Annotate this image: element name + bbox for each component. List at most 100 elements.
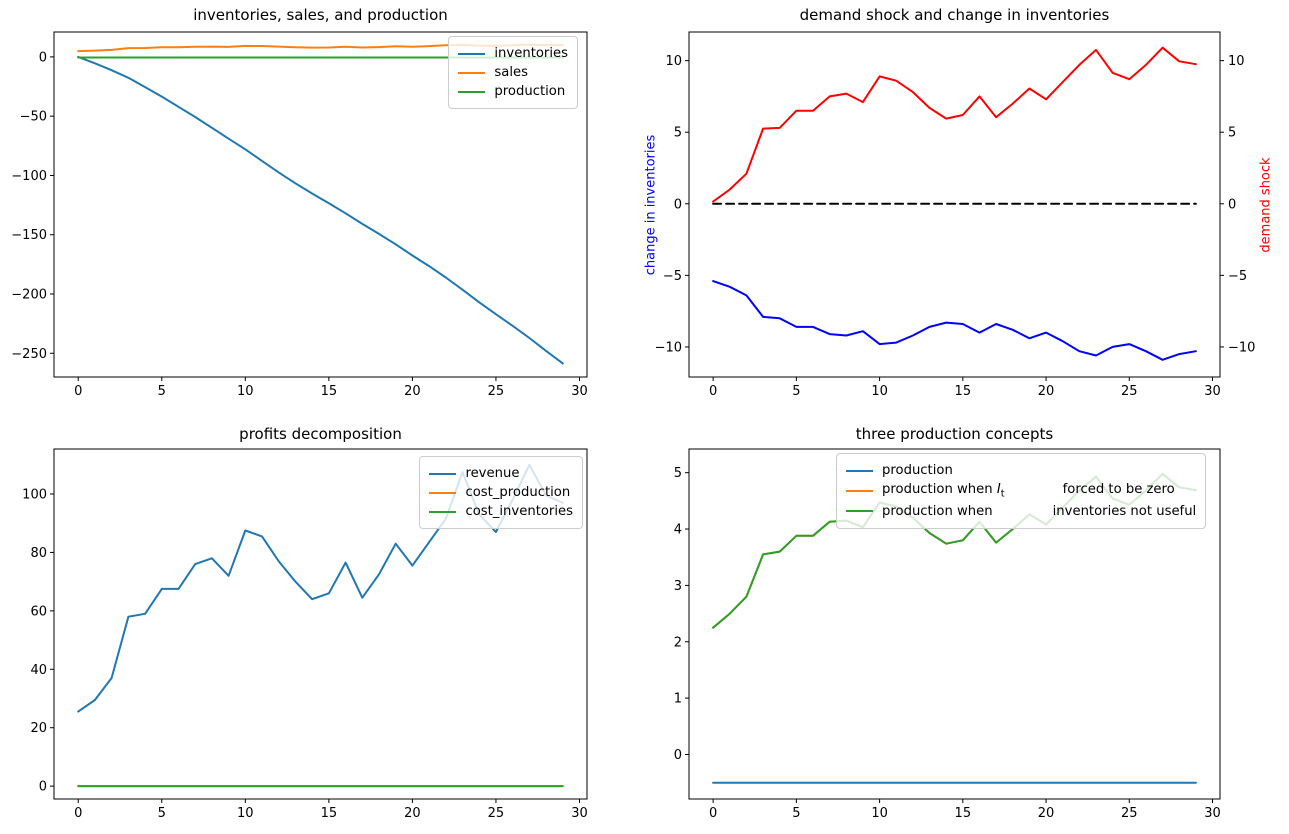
legend-line-sample-revenue <box>429 472 457 475</box>
profits-decomposition-spines <box>53 448 588 800</box>
three-production-concepts-spines <box>688 448 1221 800</box>
demand-shock-change-in-inventories-xtick-label: 5 <box>792 384 800 399</box>
three-production-concepts-xtick-label: 30 <box>1204 806 1221 821</box>
three-production-concepts-xtick-label: 5 <box>792 806 800 821</box>
demand-shock-change-in-inventories-ytick-label: −5 <box>663 269 682 284</box>
legend-entry-production: production <box>846 463 1196 478</box>
profits-decomposition-ytick-label: 20 <box>30 721 47 736</box>
demand-shock-change-in-inventories-ytick-label: 5 <box>674 126 682 141</box>
three-production-concepts-ytick-label: 5 <box>674 466 682 481</box>
inventories-sales-production-xtick-label: 25 <box>488 384 505 399</box>
inventories-sales-production-ytick-label: −250 <box>11 347 47 362</box>
demand-shock-change-in-inventories-ytick-right-label: 10 <box>1228 54 1245 69</box>
legend-line-sample-production-when-It-forced-zero <box>846 489 873 492</box>
profits-decomposition-ytick-label: 0 <box>39 780 47 795</box>
demand-shock-change-in-inventories-xtick-label: 10 <box>871 384 888 399</box>
three-production-concepts-ytick-label: 1 <box>674 692 682 707</box>
legend-label-inventories: inventories <box>494 46 568 61</box>
inventories-sales-production-ytick-label: −150 <box>11 228 47 243</box>
legend-label-production-when-It-forced-zero: production when It forced to be zero <box>882 482 1175 500</box>
demand-shock-change-in-inventories-change-in-inventories-line <box>712 280 1197 361</box>
demand-shock-change-in-inventories-ytick-right-label: −10 <box>1228 340 1255 355</box>
profits-decomposition-xtick-label: 15 <box>321 806 338 821</box>
profits-decomposition-ytick-label: 40 <box>30 663 47 678</box>
legend-entry-production-when-It-forced-zero: production when It forced to be zero <box>846 482 1196 500</box>
demand-shock-change-in-inventories-demand-shock-line <box>712 46 1197 203</box>
legend-line-sample-production <box>458 90 486 93</box>
inventories-sales-production-ytick-label: −200 <box>11 288 47 303</box>
legend-entry-cost-inventories: cost_inventories <box>429 504 573 519</box>
three-production-concepts-xtick-label: 20 <box>1038 806 1055 821</box>
three-production-concepts-xtick-label: 25 <box>1121 806 1138 821</box>
three-production-concepts-ytick-label: 0 <box>674 748 682 763</box>
inventories-sales-production-xtick-label: 30 <box>571 384 588 399</box>
inventories-sales-production-ytick-label: −50 <box>20 110 47 125</box>
inventories-sales-production-xtick-label: 20 <box>404 384 421 399</box>
inventories-sales-production-xtick-label: 15 <box>321 384 338 399</box>
legend-entry-revenue: revenue <box>429 466 573 481</box>
inventories-sales-production-xtick-label: 10 <box>237 384 254 399</box>
demand-shock-change-in-inventories-xtick-label: 30 <box>1204 384 1221 399</box>
profits-decomposition-xtick-label: 0 <box>74 806 82 821</box>
profits-decomposition-xtick-label: 5 <box>158 806 166 821</box>
demand-shock-change-in-inventories-xtick-label: 20 <box>1038 384 1055 399</box>
y-axis-label-change-in-inventories: change in inventories <box>643 134 659 276</box>
profits-decomposition-ytick-label: 80 <box>30 546 47 561</box>
profits-decomposition-xtick-label: 25 <box>488 806 505 821</box>
inventories-sales-production-xtick-label: 0 <box>74 384 82 399</box>
three-production-concepts-ytick-label: 3 <box>674 579 682 594</box>
legend-entry-production: production <box>458 84 568 99</box>
legend-label-cost-inventories: cost_inventories <box>465 504 573 519</box>
demand-shock-change-in-inventories-ytick-label: 0 <box>674 197 682 212</box>
three-production-concepts-xtick-label: 0 <box>709 806 717 821</box>
legend-label-production: production <box>882 463 953 478</box>
legend-label-production-when-inventories-not-useful: production when inventories not useful <box>882 503 1197 519</box>
demand-shock-change-in-inventories-ytick-right-label: 5 <box>1228 126 1236 141</box>
inventories-sales-production-ytick-label: −100 <box>11 169 47 184</box>
three-production-concepts-ytick-label: 4 <box>674 523 682 538</box>
legend-line-sample-inventories <box>458 52 486 55</box>
inventories-sales-production-legend: inventories sales production <box>448 36 578 109</box>
demand-shock-change-in-inventories-ytick-label: −10 <box>655 340 682 355</box>
profits-decomposition-ytick-label: 60 <box>30 604 47 619</box>
demand-shock-change-in-inventories-xtick-label: 0 <box>709 384 717 399</box>
demand-shock-change-in-inventories-ytick-label: 10 <box>665 54 682 69</box>
demand-shock-change-in-inventories-xtick-label: 25 <box>1121 384 1138 399</box>
profits-decomposition-xtick-label: 30 <box>571 806 588 821</box>
y-axis-label-demand-shock: demand shock <box>1258 157 1274 253</box>
subplot-title-inventories-sales-production: inventories, sales, and production <box>193 6 448 24</box>
three-production-concepts-xtick-label: 15 <box>955 806 972 821</box>
legend-entry-cost-production: cost_production <box>429 485 573 500</box>
three-production-concepts-ytick-label: 2 <box>674 635 682 650</box>
legend-label-sales: sales <box>494 65 528 80</box>
inventories-sales-production-ytick-label: 0 <box>39 50 47 65</box>
demand-shock-change-in-inventories-ytick-right-label: −5 <box>1228 269 1247 284</box>
subplot-title-demand-shock: demand shock and change in inventories <box>799 6 1110 24</box>
legend-line-sample-production-when-inventories-not-useful <box>846 510 873 513</box>
profits-decomposition-ytick-label: 100 <box>22 487 47 502</box>
legend-label-production: production <box>494 84 566 99</box>
inventories-sales-production-spines <box>53 31 588 378</box>
demand-shock-change-in-inventories-spines <box>688 31 1221 378</box>
demand-shock-change-in-inventories-xtick-label: 15 <box>955 384 972 399</box>
legend-entry-sales: sales <box>458 65 568 80</box>
legend-line-sample-cost-production <box>429 491 457 494</box>
profits-decomposition-legend: revenue cost_production cost_inventories <box>419 456 583 529</box>
legend-line-sample-production <box>846 469 873 472</box>
demand-shock-change-in-inventories-ytick-right-label: 0 <box>1228 197 1236 212</box>
legend-label-revenue: revenue <box>465 466 520 481</box>
legend-entry-production-when-inventories-not-useful: production when inventories not useful <box>846 504 1196 519</box>
legend-label-cost-production: cost_production <box>465 485 571 500</box>
profits-decomposition-xtick-label: 20 <box>404 806 421 821</box>
legend-entry-inventories: inventories <box>458 46 568 61</box>
subplot-title-profits-decomposition: profits decomposition <box>239 425 402 443</box>
inventories-sales-production-xtick-label: 5 <box>158 384 166 399</box>
three-production-concepts-legend: production production when It forced to be… <box>836 453 1207 529</box>
subplot-title-three-production-concepts: three production concepts <box>855 425 1054 443</box>
three-production-concepts-xtick-label: 10 <box>871 806 888 821</box>
profits-decomposition-xtick-label: 10 <box>237 806 254 821</box>
inventories-sales-production-inventories-line <box>77 55 564 365</box>
legend-line-sample-sales <box>458 71 486 74</box>
